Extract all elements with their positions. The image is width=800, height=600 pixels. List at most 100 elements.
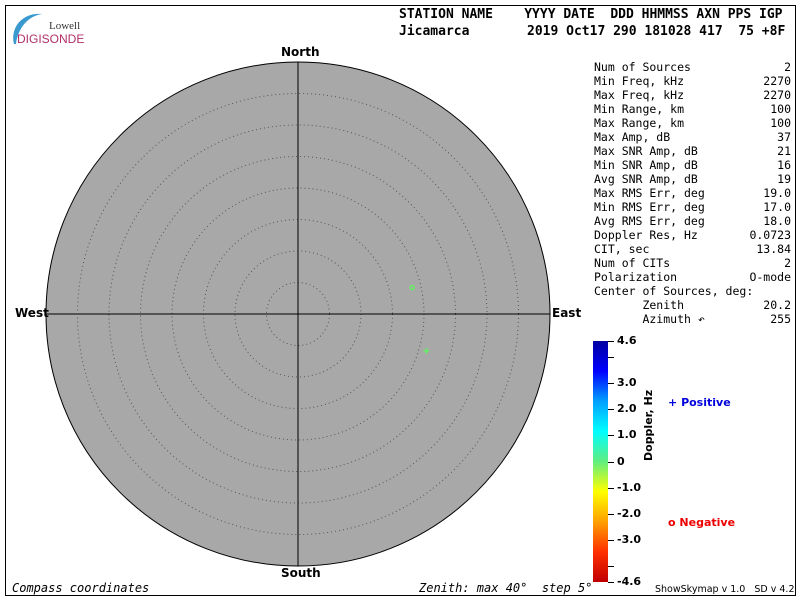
stat-value: 20.2	[763, 298, 791, 312]
stat-label: Max SNR Amp, dB	[594, 144, 698, 158]
stat-label: Center of Sources, deg:	[594, 284, 754, 298]
stat-row: Avg RMS Err, deg 18.0	[594, 214, 791, 228]
label-west: West	[15, 306, 49, 320]
stat-row: Min SNR Amp, dB 16	[594, 158, 791, 172]
stat-label: Doppler Res, Hz	[594, 228, 698, 242]
stat-value: 100	[770, 116, 791, 130]
legend-positive-label: Positive	[681, 396, 731, 409]
stat-label: Min RMS Err, deg	[594, 200, 705, 214]
stat-row: Avg SNR Amp, dB 19	[594, 172, 791, 186]
stat-value: 17.0	[763, 200, 791, 214]
stat-row: Max Freq, kHz 2270	[594, 88, 791, 102]
stat-row: Center of Sources, deg:	[594, 284, 791, 298]
colorbar-tick-label: -1.0	[617, 480, 642, 494]
stat-value: 18.0	[763, 214, 791, 228]
stat-row: Polarization O-mode	[594, 270, 791, 284]
stat-value: 2270	[763, 74, 791, 88]
colorbar-tick	[608, 540, 614, 542]
stat-value: 37	[777, 130, 791, 144]
stat-label: Max RMS Err, deg	[594, 186, 705, 200]
header-values: 2019 Oct17 290 181028 417 75 +8F	[527, 24, 786, 39]
stat-label: Max Freq, kHz	[594, 88, 685, 102]
source-circle-marker	[409, 284, 415, 291]
source-plus-marker	[423, 347, 430, 354]
colorbar-tick-label: 2.0	[617, 402, 637, 416]
plus-marker-icon: +	[668, 396, 678, 409]
footer-zenith-info: Zenith: max 40° step 5°	[419, 581, 593, 595]
colorbar-tick-label: -4.6	[617, 575, 642, 588]
logo-text-digisonde: DIGISONDE	[17, 32, 85, 46]
doppler-colorbar	[593, 341, 608, 582]
stat-row: Max SNR Amp, dB 21	[594, 144, 791, 158]
stat-label: Avg SNR Amp, dB	[594, 172, 698, 186]
stat-row: Max Amp, dB 37	[594, 130, 791, 144]
footer-coordinates: Compass coordinates	[12, 581, 150, 595]
plot-frame	[5, 5, 796, 596]
colorbar-tick	[608, 487, 614, 489]
colorbar-tick	[608, 513, 614, 515]
label-south: South	[281, 566, 321, 580]
stat-label: Num of Sources	[594, 60, 691, 74]
station-name: Jicamarca	[399, 24, 470, 39]
colorbar-tick-label: 4.6	[617, 334, 637, 347]
stat-label: Max Range, km	[594, 116, 685, 130]
stat-value: 100	[770, 102, 791, 116]
footer-version: ShowSkymap v 1.0 SD v 4.2	[655, 584, 795, 595]
label-north: North	[281, 45, 320, 59]
legend-negative-label: Negative	[679, 516, 736, 529]
colorbar-minor-tick	[608, 566, 614, 568]
stat-label: Avg RMS Err, deg	[594, 214, 705, 228]
stat-row: Azimuth ↶ 255	[594, 312, 791, 326]
logo-swoosh-icon	[13, 13, 42, 44]
stat-row: CIT, sec 13.84	[594, 242, 791, 256]
colorbar-tick-label: 1.0	[617, 428, 637, 442]
stat-value: 2270	[763, 88, 791, 102]
stat-label: Max Amp, dB	[594, 130, 671, 144]
stat-row: Min Range, km 100	[594, 102, 791, 116]
colorbar-tick-label: -3.0	[617, 533, 642, 547]
legend-positive: + Positive	[668, 396, 731, 409]
stat-value: 19.0	[763, 186, 791, 200]
colorbar-tick-label: 0	[617, 454, 625, 468]
legend-negative: o Negative	[668, 516, 735, 529]
stat-label: Zenith	[594, 298, 685, 312]
colorbar-tick-label: -2.0	[617, 506, 642, 520]
stat-row: Min RMS Err, deg 17.0	[594, 200, 791, 214]
colorbar-tick	[608, 461, 614, 463]
stat-value: 19	[777, 172, 791, 186]
stat-label: Azimuth ↶	[594, 312, 705, 326]
colorbar-tick	[608, 409, 614, 411]
stat-row: Doppler Res, Hz 0.0723	[594, 228, 791, 242]
colorbar-tick	[608, 582, 614, 583]
digisonde-logo: Lowell DIGISONDE	[8, 8, 88, 48]
stat-label: Num of CITs	[594, 256, 671, 270]
circle-marker-icon: o	[668, 516, 676, 529]
stat-row: Min Freq, kHz 2270	[594, 74, 791, 88]
stat-value: 21	[777, 144, 791, 158]
stat-row: Max RMS Err, deg 19.0	[594, 186, 791, 200]
colorbar-title: Doppler, Hz	[642, 389, 655, 461]
header-labels: STATION NAME YYYY DATE DDD HHMMSS AXN PP…	[399, 7, 783, 22]
stat-value: O-mode	[749, 270, 791, 284]
stat-value: 16	[777, 158, 791, 172]
stat-label: Min SNR Amp, dB	[594, 158, 698, 172]
stat-label: Min Freq, kHz	[594, 74, 685, 88]
stat-value: 2	[784, 256, 791, 270]
stat-label: CIT, sec	[594, 242, 650, 256]
stat-value: 0.0723	[749, 228, 791, 242]
colorbar-tick	[608, 382, 614, 384]
stat-row: Num of CITs 2	[594, 256, 791, 270]
logo-text-lowell: Lowell	[49, 20, 81, 32]
stat-row: Max Range, km 100	[594, 116, 791, 130]
stat-value: 2	[784, 60, 791, 74]
sources	[409, 284, 430, 354]
stat-label: Min Range, km	[594, 102, 685, 116]
stat-label: Polarization	[594, 270, 678, 284]
colorbar-minor-tick	[608, 356, 614, 358]
stat-value: 13.84	[756, 242, 791, 256]
colorbar-tick-label: 3.0	[617, 375, 637, 389]
colorbar-tick	[608, 435, 614, 437]
stats-table: Num of Sources 2 Min Freq, kHz 2270 Max Freq…	[594, 60, 791, 326]
stat-row: Num of Sources 2	[594, 60, 791, 74]
